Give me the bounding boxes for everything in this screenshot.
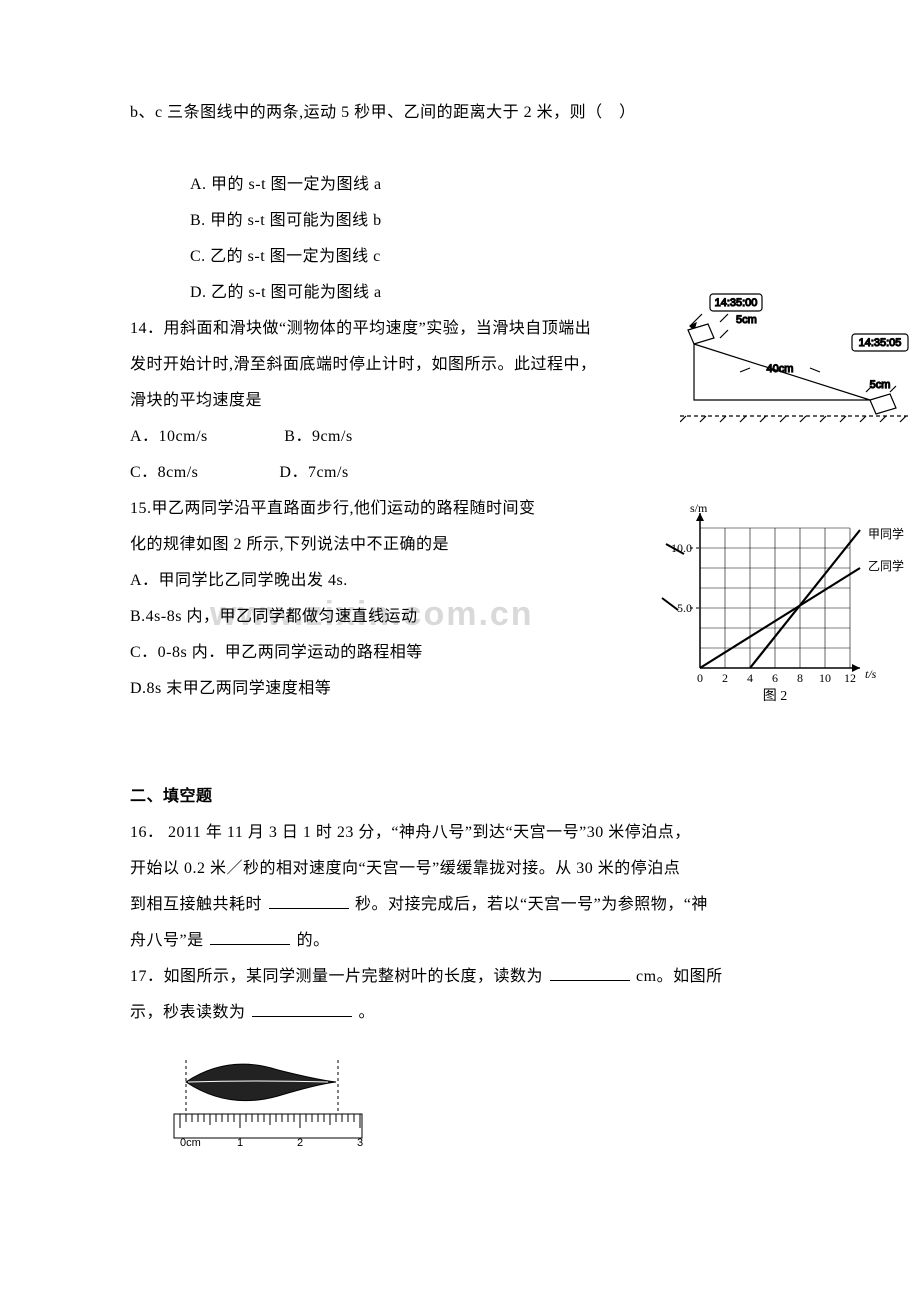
q14-len-base: 40cm [767, 363, 794, 375]
q14-figure: 14:35:00 5cm 14:35:05 40cm 5cm [680, 290, 910, 430]
q17-l1-pre: 17．如图所示，某同学测量一片完整树叶的长度，读数为 [130, 968, 543, 985]
q17-l1-post: cm。如图所 [636, 968, 723, 985]
q15-ytick-5: 5.0 [677, 601, 692, 615]
q14-len-top: 5cm [736, 314, 757, 326]
q17-ruler-0: 0cm [180, 1137, 201, 1147]
q15-xtick-4: 4 [747, 671, 753, 685]
q13-intro: b、c 三条图线中的两条,运动 5 秒甲、乙间的距离大于 2 米，则（ ） [130, 95, 890, 131]
q17-ruler-2: 2 [297, 1137, 303, 1147]
q15-xtick-6: 6 [772, 671, 778, 685]
q14-time-top: 14:35:00 [715, 297, 758, 309]
q13-option-a: A. 甲的 s-t 图一定为图线 a [130, 167, 890, 203]
q17-blank-1 [550, 964, 630, 981]
q17-figure: 0cm 1 2 3 [168, 1052, 368, 1147]
q15-xtick-0: 0 [697, 671, 703, 685]
q16-l3-pre: 到相互接触共耗时 [130, 896, 262, 913]
q17-l2-post: 。 [359, 1004, 376, 1021]
q16-line1: 16． 2011 年 11 月 3 日 1 时 23 分，“神舟八号”到达“天宫… [130, 815, 890, 851]
q16-blank-1 [269, 892, 349, 909]
q17-ruler-1: 1 [237, 1137, 243, 1147]
q15-xlabel: t/s [865, 667, 877, 681]
q16-line4: 舟八号”是 的。 [130, 923, 890, 959]
q15-legend-a: 甲同学 [868, 526, 904, 541]
q14-time-right: 14:35:05 [859, 337, 902, 349]
q17-line2: 示，秒表读数为 。 [130, 995, 890, 1031]
q17-l2-pre: 示，秒表读数为 [130, 1004, 246, 1021]
q16-line3: 到相互接触共耗时 秒。对接完成后，若以“天宫一号”为参照物，“神 [130, 887, 890, 923]
q15-xtick-2: 2 [722, 671, 728, 685]
q15-figure: s/m t/s 5.0 10.0 0 2 4 6 [660, 498, 910, 708]
q16-l4-pre: 舟八号”是 [130, 932, 204, 949]
q17-blank-2 [252, 1000, 352, 1017]
q17-ruler-3: 3 [357, 1137, 363, 1147]
q15-xtick-12: 12 [844, 671, 856, 685]
q16-l4-post: 的。 [297, 932, 330, 949]
q16-blank-2 [210, 928, 290, 945]
section-2-title: 二、填空题 [130, 779, 890, 815]
q15-xtick-8: 8 [797, 671, 803, 685]
q15-caption: 图 2 [763, 689, 788, 704]
q14-options-row2: C．8cm/s D．7cm/s [130, 455, 890, 491]
q15-legend-b: 乙同学 [868, 558, 904, 573]
q15-ylabel: s/m [690, 501, 708, 515]
q13-option-c: C. 乙的 s-t 图一定为图线 c [130, 239, 890, 275]
q17-line1: 17．如图所示，某同学测量一片完整树叶的长度，读数为 cm。如图所 [130, 959, 890, 995]
q16-l3-post: 秒。对接完成后，若以“天宫一号”为参照物，“神 [355, 896, 708, 913]
q15-xtick-10: 10 [819, 671, 831, 685]
q14-len-right: 5cm [870, 379, 891, 391]
q16-line2: 开始以 0.2 米／秒的相对速度向“天宫一号”缓缓靠拢对接。从 30 米的停泊点 [130, 851, 890, 887]
q13-option-b: B. 甲的 s-t 图可能为图线 b [130, 203, 890, 239]
